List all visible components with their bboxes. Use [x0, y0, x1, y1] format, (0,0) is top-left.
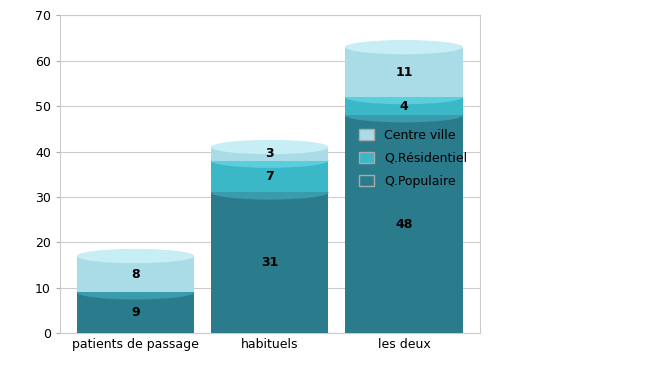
Bar [345, 47, 463, 97]
Bar [345, 115, 463, 333]
Ellipse shape [211, 140, 328, 154]
Ellipse shape [77, 326, 194, 340]
Ellipse shape [345, 90, 463, 104]
Ellipse shape [345, 40, 463, 54]
Ellipse shape [211, 326, 328, 340]
Legend: Centre ville, Q.Résidentiel, Q.Populaire: Centre ville, Q.Résidentiel, Q.Populaire [352, 123, 474, 194]
Bar [211, 192, 328, 333]
Text: 3: 3 [266, 147, 274, 160]
Text: 7: 7 [265, 170, 274, 183]
Text: 48: 48 [396, 218, 413, 231]
Text: 31: 31 [261, 256, 278, 269]
Text: 9: 9 [131, 306, 140, 319]
Text: 4: 4 [400, 100, 408, 113]
Text: 8: 8 [131, 268, 140, 281]
Ellipse shape [345, 326, 463, 340]
Bar [345, 97, 463, 115]
Text: 11: 11 [395, 65, 413, 79]
Bar [77, 292, 194, 333]
Bar [211, 147, 328, 160]
Ellipse shape [211, 154, 328, 168]
Ellipse shape [211, 185, 328, 200]
Ellipse shape [77, 249, 194, 263]
Ellipse shape [77, 285, 194, 300]
Bar [211, 160, 328, 192]
Bar [77, 256, 194, 292]
Ellipse shape [345, 108, 463, 123]
